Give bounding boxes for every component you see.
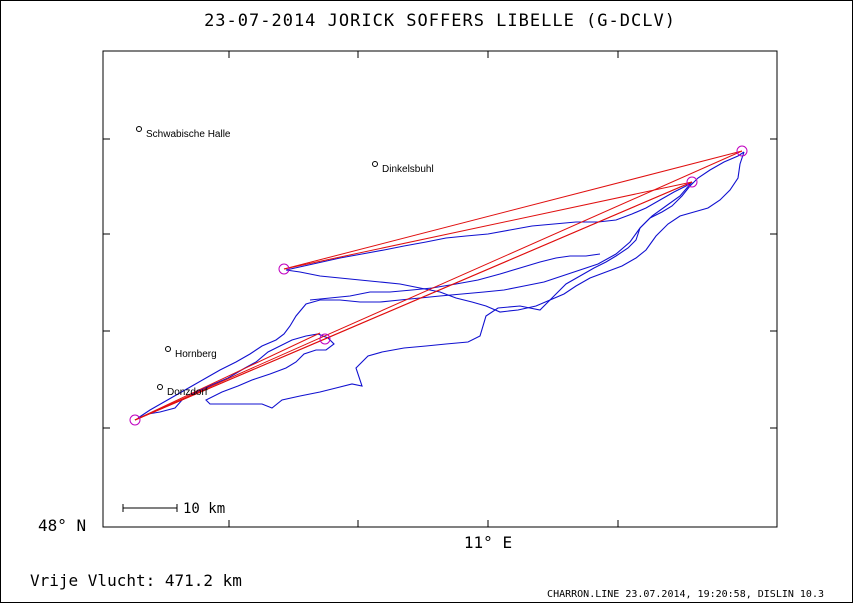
places: Schwabische Halle Dinkelsbuhl Hornberg Donz… — [136, 126, 434, 398]
task-leg-line — [134, 338, 326, 421]
track-segment — [309, 253, 601, 301]
turnpoint-circle — [278, 263, 290, 275]
free-flight-distance: Vrije Vlucht: 471.2 km — [30, 571, 242, 590]
place-label: Schwabische Halle — [146, 129, 231, 140]
turnpoint-circle — [686, 176, 698, 188]
chart-title: 23-07-2014 JORICK SOFFERS LIBELLE (G-DCL… — [204, 11, 676, 31]
task-leg-line — [283, 150, 743, 270]
latitude-label: 48° N — [38, 516, 86, 535]
track-segment — [134, 151, 745, 421]
task-legs — [134, 150, 743, 421]
scale-bar: 10 km — [122, 501, 225, 517]
place-label: Hornberg — [175, 349, 217, 360]
task-leg-line — [283, 181, 693, 270]
task-leg-line — [134, 150, 743, 421]
turnpoints — [129, 145, 748, 426]
axis-ticks — [103, 51, 777, 527]
place-marker — [136, 126, 142, 132]
task-leg-line — [324, 181, 693, 340]
plot-area — [102, 50, 778, 528]
track-segment — [285, 151, 745, 313]
credits-line: CHARRON.LINE 23.07.2014, 19:20:58, DISLI… — [547, 589, 824, 600]
place-marker — [372, 161, 378, 167]
place-marker — [165, 346, 171, 352]
turnpoint-circle — [129, 414, 141, 426]
longitude-label: 11° E — [464, 533, 512, 552]
turnpoint-circle — [736, 145, 748, 157]
flight-track — [134, 151, 745, 421]
task-leg-line — [134, 332, 321, 421]
place-label: Donzdorf — [167, 387, 208, 398]
place-marker — [157, 384, 163, 390]
place-label: Dinkelsbuhl — [382, 164, 434, 175]
track-segment — [285, 181, 693, 271]
scale-bar-label: 10 km — [183, 501, 225, 517]
track-segment — [137, 181, 693, 419]
turnpoint-circle — [319, 333, 331, 345]
